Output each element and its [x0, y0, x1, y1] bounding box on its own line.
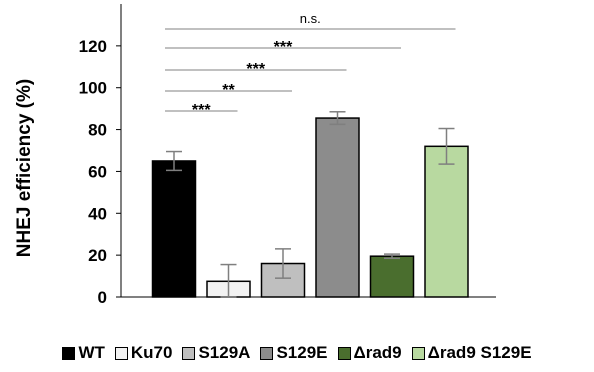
y-tick-label: 80: [88, 121, 107, 140]
significance-label: ***: [274, 39, 293, 56]
significance-label: ***: [192, 102, 211, 119]
legend-label: Ku70: [130, 343, 173, 362]
legend-swatch: [62, 346, 76, 360]
legend-item: WT: [62, 343, 105, 363]
y-tick-label: 60: [88, 162, 107, 181]
y-tick-label: 100: [79, 79, 107, 98]
y-tick-label: 0: [98, 288, 107, 307]
legend-item: S129A: [182, 343, 250, 363]
significance-label: n.s.: [300, 11, 321, 26]
legend-swatch: [182, 346, 196, 360]
legend-label: S129A: [198, 343, 251, 362]
significance-label: **: [222, 82, 235, 99]
significance-label: ***: [246, 61, 265, 78]
legend-label: Δrad9: [353, 343, 402, 362]
legend-item: Δrad9 S129E: [411, 343, 532, 363]
bar: [424, 145, 469, 298]
y-axis-label: NHEJ efficiency (%): [14, 79, 35, 257]
legend-item: S129E: [260, 343, 328, 363]
legend-label: Δrad9 S129E: [427, 343, 532, 362]
bar: [369, 255, 415, 298]
legend-swatch: [260, 346, 274, 360]
bar: [315, 117, 360, 298]
legend-item: Ku70: [114, 343, 173, 363]
y-tick-label: 120: [79, 37, 107, 56]
legend-item: Δrad9: [337, 343, 402, 363]
legend-label: WT: [78, 343, 105, 362]
bar: [151, 160, 197, 298]
legend-label: S129E: [276, 343, 328, 362]
legend-swatch: [337, 346, 351, 360]
legend-swatch: [114, 346, 128, 360]
legend-swatch: [411, 346, 425, 360]
y-tick-label: 40: [88, 204, 107, 223]
legend: WT Ku70 S129A S129E Δrad9 Δrad9 S129E: [0, 338, 594, 368]
y-tick-label: 20: [88, 246, 107, 265]
